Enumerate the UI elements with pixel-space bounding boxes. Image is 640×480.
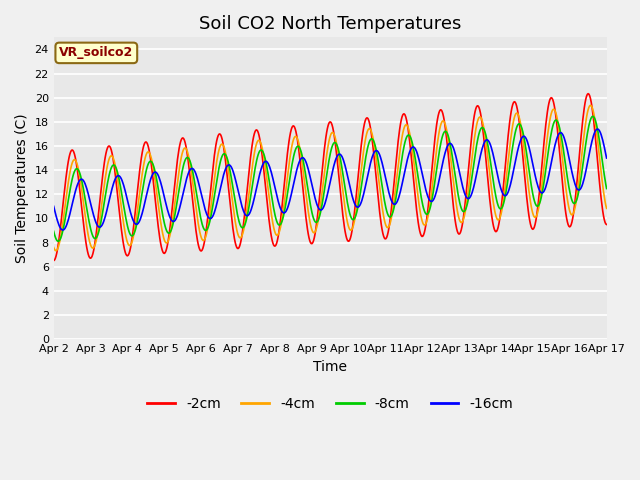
-8cm (54, 239, 62, 244)
-8cm (589, 113, 596, 119)
-2cm (603, 222, 611, 228)
-8cm (173, 196, 181, 202)
Line: -4cm: -4cm (54, 105, 607, 251)
-8cm (203, 227, 211, 233)
Line: -2cm: -2cm (54, 94, 607, 261)
Title: Soil CO2 North Temperatures: Soil CO2 North Temperatures (199, 15, 461, 33)
-2cm (584, 91, 592, 96)
-8cm (118, 189, 125, 194)
-2cm (50, 258, 58, 264)
-16cm (414, 154, 422, 159)
-4cm (118, 204, 125, 210)
-16cm (603, 155, 611, 161)
Y-axis label: Soil Temperatures (C): Soil Temperatures (C) (15, 113, 29, 263)
Line: -8cm: -8cm (54, 116, 607, 241)
-16cm (398, 181, 406, 187)
Legend: -2cm, -4cm, -8cm, -16cm: -2cm, -4cm, -8cm, -16cm (141, 391, 519, 417)
-2cm (116, 220, 124, 226)
-8cm (398, 155, 406, 160)
-4cm (587, 102, 595, 108)
-16cm (61, 226, 68, 232)
-8cm (603, 186, 611, 192)
-2cm (173, 163, 180, 168)
-4cm (173, 179, 181, 185)
X-axis label: Time: Time (313, 360, 347, 373)
-4cm (61, 208, 68, 214)
-2cm (397, 117, 405, 123)
Line: -16cm: -16cm (54, 129, 607, 230)
-2cm (413, 214, 421, 219)
-16cm (173, 213, 181, 218)
-16cm (593, 126, 601, 132)
-4cm (50, 245, 58, 251)
Text: VR_soilco2: VR_soilco2 (59, 47, 134, 60)
-16cm (203, 211, 211, 217)
-4cm (414, 195, 422, 201)
-16cm (50, 204, 58, 209)
-16cm (59, 227, 67, 233)
-4cm (203, 230, 211, 236)
-2cm (60, 195, 67, 201)
-4cm (52, 248, 60, 253)
-2cm (202, 229, 210, 235)
-4cm (603, 205, 611, 211)
-4cm (398, 134, 406, 140)
-8cm (414, 175, 422, 181)
-8cm (50, 228, 58, 234)
-8cm (61, 220, 68, 226)
-16cm (118, 176, 125, 182)
